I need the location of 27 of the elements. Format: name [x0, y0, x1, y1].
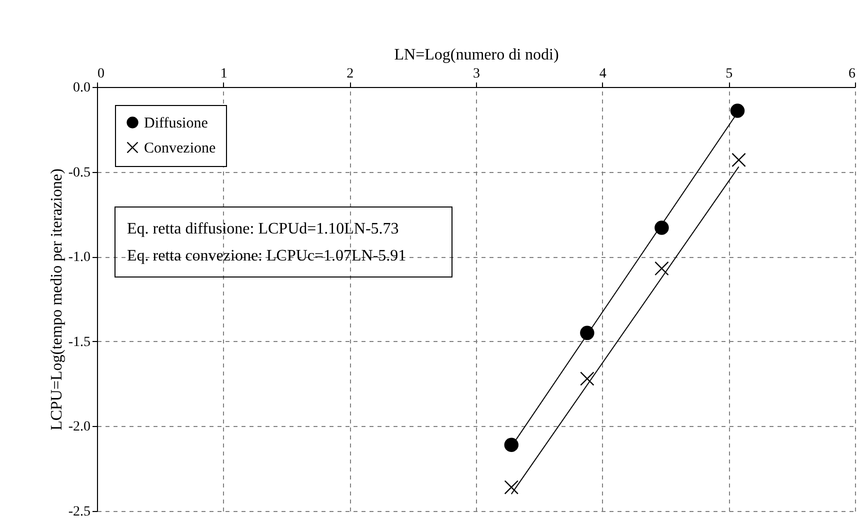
x-axis-title: LN=Log(numero di nodi) [394, 46, 559, 64]
legend-label: Diffusione [144, 116, 208, 132]
annotation: Eq. retta convezione: LCPUc=1.07LN-5.91 [127, 248, 406, 264]
point [730, 104, 745, 118]
y-tick-label: -2.0 [68, 420, 90, 435]
y-tick-label: -2.5 [68, 504, 90, 519]
annotation: Eq. retta diffusione: LCPUd=1.10LN-5.73 [127, 220, 399, 238]
point [654, 220, 669, 235]
x-tick-label: 6 [848, 66, 856, 82]
point [654, 261, 669, 276]
x-tick-label: 3 [473, 66, 480, 82]
point [504, 438, 518, 452]
x-tick-label: 5 [726, 66, 733, 82]
y-axis-title: LCPU=Log(tempo medio per iterazione) [48, 168, 66, 430]
x-tick-label: 0 [98, 66, 104, 82]
x-tick-label: 1 [220, 66, 228, 82]
y-tick-label: -0.5 [68, 165, 90, 180]
point [580, 372, 594, 386]
x-tick-label: 4 [599, 66, 606, 82]
point [732, 152, 746, 168]
point [504, 480, 518, 494]
y-tick-label: 0.0 [73, 80, 90, 96]
legend-label: Convezione [144, 140, 216, 156]
point [580, 326, 594, 340]
y-tick-label: -1.0 [68, 250, 90, 266]
y-tick-label: -1.5 [68, 334, 90, 350]
x-tick-label: 2 [346, 66, 354, 82]
